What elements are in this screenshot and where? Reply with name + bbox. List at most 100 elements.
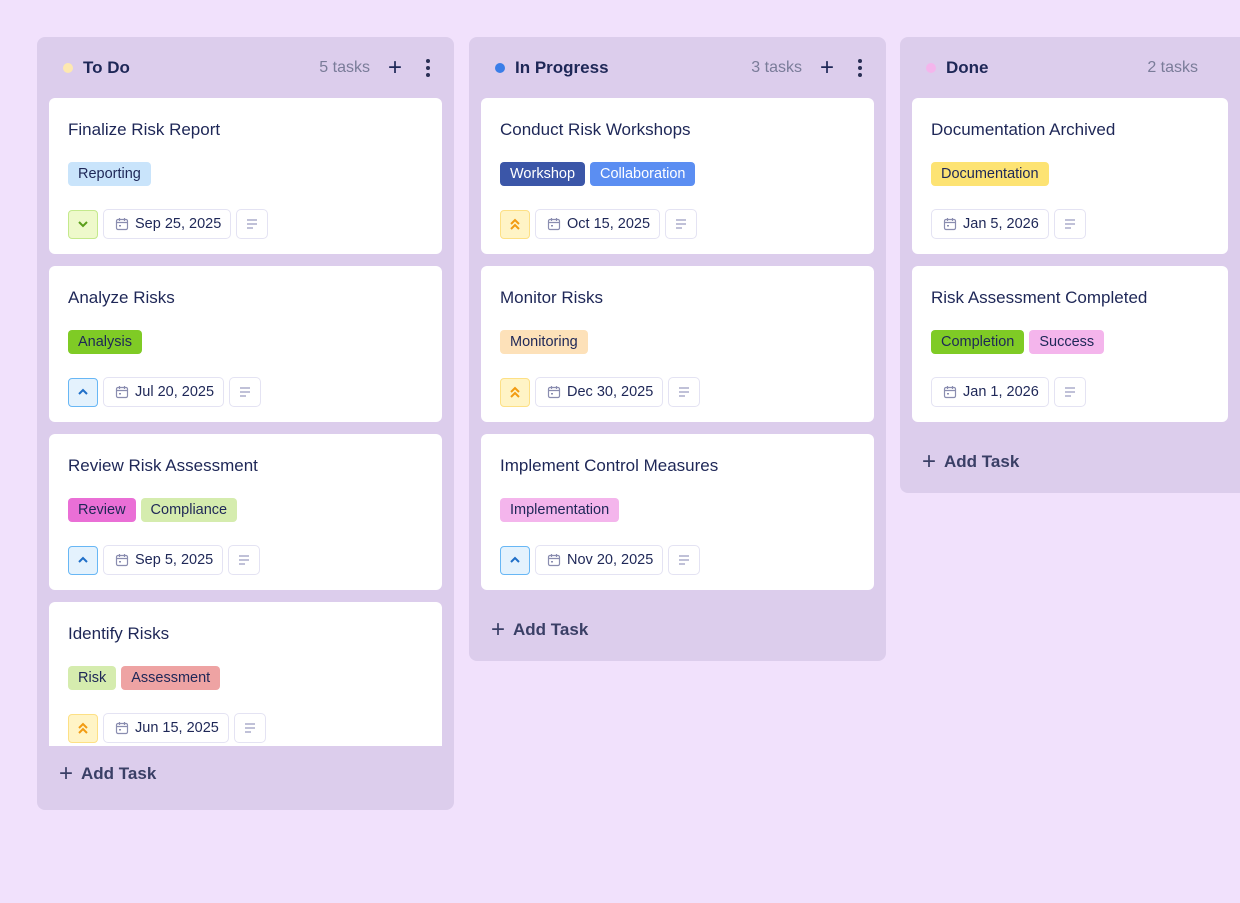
priority-medium-button[interactable]: [68, 545, 98, 575]
priority-high-button[interactable]: [500, 209, 530, 239]
tag: Documentation: [931, 162, 1049, 186]
calendar-icon: [115, 554, 129, 567]
tag: Monitoring: [500, 330, 588, 354]
add-task-button[interactable]: + Add Task: [37, 760, 454, 788]
tag: Reporting: [68, 162, 151, 186]
tag: Workshop: [500, 162, 586, 186]
tag: Implementation: [500, 498, 620, 522]
chevron-up-icon: [510, 556, 520, 563]
task-title: Finalize Risk Report: [68, 120, 221, 139]
column-header: To Do 5 tasks +: [37, 37, 454, 98]
priority-medium-button[interactable]: [500, 545, 530, 575]
double-chevron-up-icon: [510, 218, 520, 230]
status-dot: [495, 62, 505, 73]
card-footer: Jan 5, 2026: [931, 209, 1209, 239]
column-header: In Progress 3 tasks +: [469, 37, 886, 98]
column-header: Done 2 tasks: [900, 37, 1240, 98]
task-title: Identify Risks: [68, 624, 170, 643]
task-card[interactable]: Monitor Risks Monitoring Dec 30, 2025: [481, 266, 874, 422]
card-footer: Nov 20, 2025: [500, 545, 855, 575]
chevron-up-icon: [78, 388, 88, 395]
tag-list: Workshop Collaboration: [500, 162, 855, 186]
card-footer: Sep 25, 2025: [68, 209, 423, 239]
double-chevron-up-icon: [510, 386, 520, 398]
due-date-button[interactable]: Jul 20, 2025: [103, 377, 225, 407]
tag: Collaboration: [590, 162, 696, 186]
card-footer: Sep 5, 2025: [68, 545, 423, 575]
notes-icon: [239, 555, 250, 565]
notes-icon: [247, 219, 258, 229]
notes-icon: [679, 387, 690, 397]
due-date: Dec 30, 2025: [567, 384, 654, 400]
tag-list: Analysis: [68, 330, 423, 354]
description-button[interactable]: [668, 377, 701, 407]
calendar-icon: [943, 386, 957, 399]
description-button[interactable]: [665, 209, 698, 239]
description-button[interactable]: [233, 713, 266, 743]
calendar-icon: [547, 386, 561, 399]
card-list[interactable]: Documentation Archived Documentation Jan …: [900, 98, 1240, 434]
chevron-down-icon: [78, 221, 88, 228]
more-options-icon[interactable]: [858, 58, 862, 77]
due-date-button[interactable]: Nov 20, 2025: [535, 545, 664, 575]
due-date: Oct 15, 2025: [567, 216, 651, 232]
column-title: In Progress: [515, 57, 609, 77]
due-date: Jan 1, 2026: [963, 384, 1039, 400]
due-date-button[interactable]: Sep 25, 2025: [103, 209, 232, 239]
add-icon[interactable]: +: [387, 53, 402, 81]
task-card[interactable]: Conduct Risk Workshops Workshop Collabora…: [481, 98, 874, 254]
priority-high-button[interactable]: [68, 713, 98, 743]
due-date-button[interactable]: Jun 15, 2025: [103, 713, 229, 743]
card-footer: Oct 15, 2025: [500, 209, 855, 239]
priority-high-button[interactable]: [500, 377, 530, 407]
card-list[interactable]: Finalize Risk Report Reporting Sep 25, 20…: [37, 98, 454, 746]
add-task-button[interactable]: + Add Task: [900, 448, 1240, 476]
add-task-button[interactable]: + Add Task: [469, 616, 886, 644]
tag: Compliance: [140, 498, 238, 522]
due-date: Jun 15, 2025: [135, 720, 219, 736]
task-card[interactable]: Documentation Archived Documentation Jan …: [912, 98, 1228, 254]
task-card[interactable]: Risk Assessment Completed Completion Succ…: [912, 266, 1228, 422]
task-count: 2 tasks: [1147, 58, 1198, 76]
task-card[interactable]: Analyze Risks Analysis Jul 20, 2025: [49, 266, 442, 422]
column-done: Done 2 tasks Documentation Archived Docu…: [900, 37, 1240, 493]
notes-icon: [240, 387, 251, 397]
tag: Completion: [931, 330, 1025, 354]
priority-medium-button[interactable]: [68, 377, 98, 407]
due-date: Sep 5, 2025: [135, 552, 214, 568]
task-card[interactable]: Identify Risks Risk Assessment Jun 15, 202…: [49, 602, 442, 746]
task-card[interactable]: Finalize Risk Report Reporting Sep 25, 20…: [49, 98, 442, 254]
task-title: Risk Assessment Completed: [931, 288, 1148, 307]
task-count: 5 tasks: [319, 58, 370, 76]
due-date-button[interactable]: Oct 15, 2025: [535, 209, 661, 239]
card-list[interactable]: Conduct Risk Workshops Workshop Collabora…: [469, 98, 886, 602]
description-button[interactable]: [1053, 209, 1086, 239]
card-footer: Jul 20, 2025: [68, 377, 423, 407]
task-card[interactable]: Review Risk Assessment Review Compliance S…: [49, 434, 442, 590]
notes-icon: [244, 723, 255, 733]
due-date-button[interactable]: Sep 5, 2025: [103, 545, 224, 575]
calendar-icon: [115, 218, 129, 231]
due-date-button[interactable]: Dec 30, 2025: [535, 377, 664, 407]
calendar-icon: [943, 218, 957, 231]
description-button[interactable]: [236, 209, 269, 239]
card-footer: Jun 15, 2025: [68, 713, 423, 743]
due-date-button[interactable]: Jan 5, 2026: [931, 209, 1049, 239]
column-in-progress: In Progress 3 tasks + Conduct Risk Works…: [469, 37, 886, 661]
tag: Risk: [68, 666, 117, 690]
notes-icon: [676, 219, 687, 229]
task-card[interactable]: Implement Control Measures Implementatio…: [481, 434, 874, 590]
tag-list: Completion Success: [931, 330, 1209, 354]
due-date-button[interactable]: Jan 1, 2026: [931, 377, 1049, 407]
description-button[interactable]: [668, 545, 701, 575]
more-options-icon[interactable]: [426, 58, 430, 77]
add-icon[interactable]: +: [819, 53, 834, 81]
tag: Review: [68, 498, 136, 522]
task-title: Conduct Risk Workshops: [500, 120, 691, 139]
description-button[interactable]: [229, 377, 262, 407]
priority-low-button[interactable]: [68, 209, 98, 239]
add-task-label: Add Task: [944, 452, 1020, 471]
description-button[interactable]: [228, 545, 261, 575]
tag-list: Risk Assessment: [68, 666, 423, 690]
description-button[interactable]: [1053, 377, 1086, 407]
